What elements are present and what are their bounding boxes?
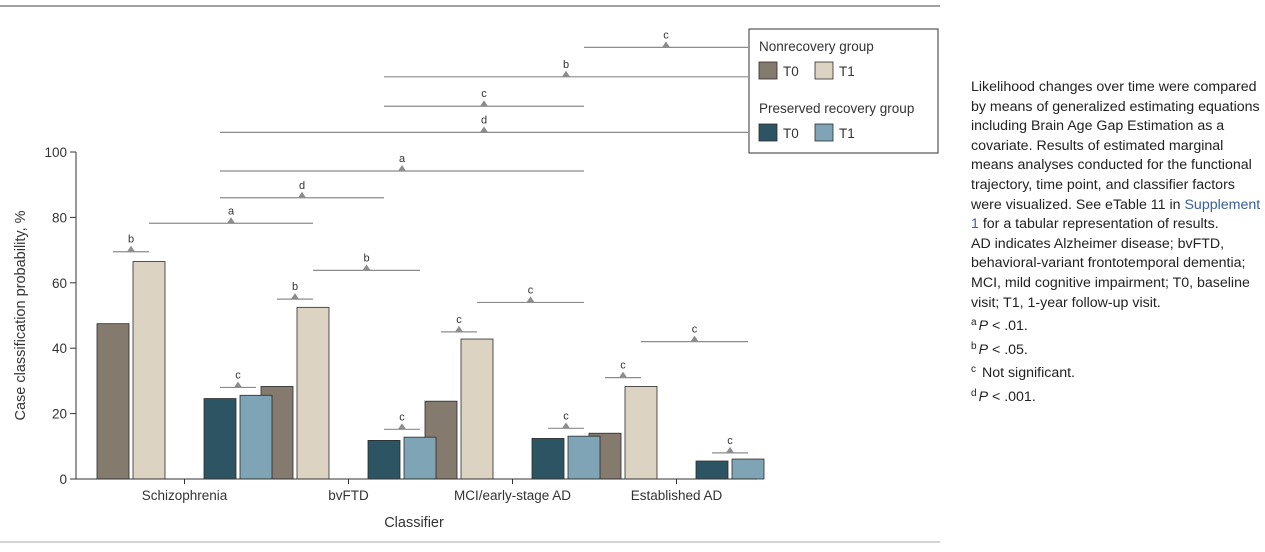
supplement-link[interactable]: Supplement 1 [971, 196, 1261, 233]
legend-group-title: Nonrecovery group [759, 39, 874, 54]
description-text-1: Likelihood changes over time were compar… [971, 79, 1260, 213]
comparison-label: b [292, 281, 298, 293]
bar-0-1 [132, 261, 166, 480]
comparison-marker [526, 296, 535, 303]
comparison-marker [662, 41, 670, 48]
bars-layer [96, 261, 765, 480]
comparison-marker [455, 325, 463, 332]
comparison-label: b [363, 252, 369, 264]
legend-group-title: Preserved recovery group [759, 101, 914, 116]
comparison-marker [127, 245, 135, 252]
y-tick-label: 80 [52, 210, 67, 225]
bar-1-3 [403, 436, 437, 480]
footnote-c: c Not significant. [971, 364, 1075, 382]
bar-1-2 [367, 440, 401, 480]
comparison-label: c [481, 88, 487, 100]
legend-item-label: T0 [783, 64, 799, 79]
legend-item-label: T0 [783, 126, 799, 141]
comparison-marker [619, 371, 627, 378]
legend-item-label: T1 [839, 126, 855, 141]
comparison-marker [291, 293, 299, 300]
comparison-label: d [481, 114, 487, 126]
comparison-marker [480, 126, 488, 133]
bar-1-1 [296, 306, 330, 480]
comparison-label: b [563, 59, 569, 71]
comparison-label: c [620, 360, 626, 372]
comparison-label: a [228, 205, 235, 217]
legend-item-label: T1 [839, 64, 855, 79]
abbreviations: AD indicates Alzheimer disease; bvFTD, b… [971, 235, 1250, 311]
bar-2-2 [531, 438, 565, 480]
legend-swatch [814, 61, 834, 80]
axes-layer: 0 20 40 60 80 100 Schizophrenia bvFTD MCI/early-… [13, 145, 757, 531]
y-tick-label: 0 [59, 472, 67, 487]
x-tick-label: MCI/early-stage AD [454, 488, 571, 503]
legend-swatch [758, 123, 778, 142]
comparison-label: c [235, 369, 241, 381]
y-axis-label: Case classification probability, % [13, 210, 29, 420]
y-tick-label: 40 [52, 341, 67, 356]
bar-3-1 [624, 386, 658, 480]
comparison-label: a [399, 153, 406, 165]
bar-2-1 [460, 338, 494, 480]
y-tick-label: 60 [52, 276, 67, 291]
comparison-marker [362, 264, 371, 271]
x-tick-label: Schizophrenia [142, 488, 228, 503]
comparison-marker [562, 422, 570, 429]
legend-swatch [814, 123, 834, 142]
comparison-label: c [528, 284, 534, 296]
bar-0-2 [203, 398, 237, 480]
comparisons-layer: b c a d a d c b c b b c c c c c c c [113, 29, 748, 454]
comparison-label: c [692, 324, 698, 336]
comparison-label: c [399, 411, 405, 423]
x-tick-label: bvFTD [328, 488, 369, 503]
comparison-marker [398, 423, 406, 430]
bar-3-2 [695, 460, 729, 480]
bar-3-3 [731, 458, 765, 480]
comparison-marker [562, 70, 570, 77]
legend-box [748, 28, 939, 154]
comparison-label: b [128, 234, 134, 246]
x-axis-label: Classifier [384, 515, 444, 531]
comparison-marker [234, 381, 242, 388]
x-tick-label: Established AD [631, 488, 723, 503]
legend: Nonrecovery group T0 T1 Preserved recovery … [748, 28, 939, 154]
comparison-marker [398, 164, 406, 171]
comparison-label: c [563, 410, 569, 422]
bar-0-0 [96, 323, 130, 480]
bar-0-3 [239, 394, 273, 480]
description-text-2: for a tabular representation of results. [978, 216, 1219, 233]
comparison-marker [726, 446, 734, 453]
y-tick-label: 20 [52, 407, 67, 422]
comparison-marker [480, 100, 488, 107]
y-tick-label: 100 [44, 145, 67, 160]
legend-swatch [758, 61, 778, 80]
comparison-marker [298, 191, 306, 198]
comparison-label: d [299, 180, 305, 192]
figure-notes: Likelihood changes over time were compar… [971, 78, 1261, 408]
comparison-label: c [727, 435, 733, 447]
comparison-label: c [663, 29, 669, 41]
bar-2-3 [567, 435, 601, 480]
figure-description: Likelihood changes over time were compar… [971, 78, 1261, 235]
comparison-marker [227, 217, 235, 224]
comparison-label: c [456, 314, 462, 326]
comparison-marker [690, 335, 699, 342]
